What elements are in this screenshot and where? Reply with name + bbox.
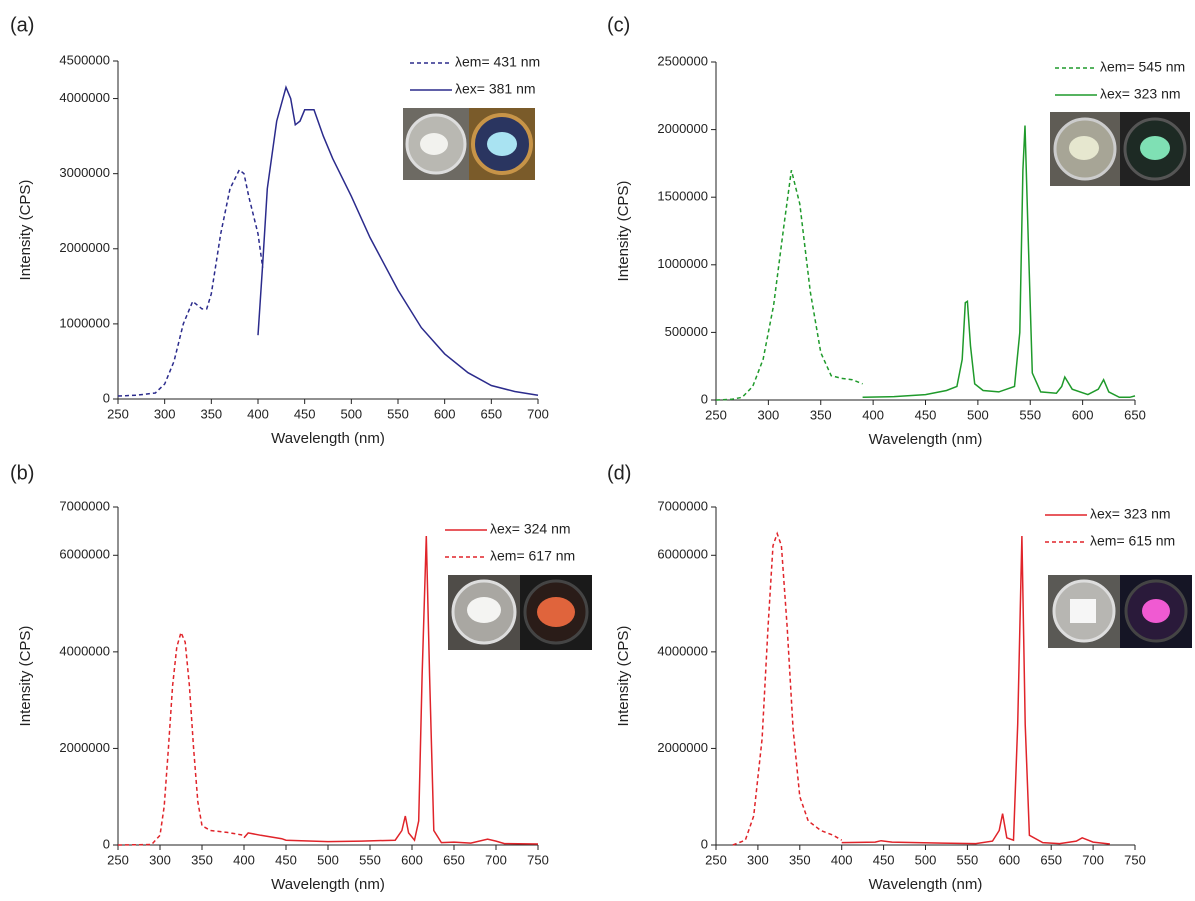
x-axis-title: Wavelength (nm) (271, 430, 385, 447)
panel-label: (b) (10, 462, 34, 484)
y-tick-label: 2000000 (59, 740, 110, 755)
series-line (715, 170, 863, 401)
x-tick-label: 700 (527, 406, 549, 421)
x-tick-label: 500 (967, 407, 989, 422)
panel-label: (a) (10, 14, 34, 36)
series-line (841, 535, 1110, 845)
panel-label: (d) (607, 462, 631, 484)
y-tick-label: 1000000 (657, 256, 708, 271)
x-tick-label: 300 (149, 852, 171, 867)
series-line (862, 125, 1136, 399)
y-tick-label: 7000000 (59, 498, 110, 513)
x-tick-label: 650 (443, 852, 465, 867)
x-tick-label: 250 (705, 407, 727, 422)
y-tick-label: 4000000 (657, 643, 708, 658)
x-tick-label: 600 (401, 852, 423, 867)
y-tick-label: 2000000 (59, 240, 110, 255)
x-tick-label: 500 (340, 406, 362, 421)
x-tick-label: 400 (831, 852, 853, 867)
x-tick-label: 650 (480, 406, 502, 421)
x-tick-label: 700 (1082, 852, 1104, 867)
y-tick-label: 4000000 (59, 643, 110, 658)
y-tick-label: 2500000 (657, 53, 708, 68)
legend-label: λem= 545 nm (1100, 59, 1185, 75)
x-tick-label: 550 (1019, 407, 1041, 422)
x-axis-title: Wavelength (nm) (271, 876, 385, 893)
legend-label: λex= 323 nm (1090, 506, 1171, 522)
x-tick-label: 650 (1040, 852, 1062, 867)
x-tick-label: 450 (873, 852, 895, 867)
x-tick-label: 300 (154, 406, 176, 421)
x-tick-label: 600 (434, 406, 456, 421)
x-tick-label: 750 (1124, 852, 1146, 867)
y-tick-label: 4500000 (59, 52, 110, 67)
x-tick-label: 350 (200, 406, 222, 421)
legend-label: λem= 615 nm (1090, 533, 1175, 549)
y-tick-label: 4000000 (59, 90, 110, 105)
y-axis-title: Intensity (CPS) (17, 626, 34, 727)
y-tick-label: 1000000 (59, 315, 110, 330)
series-line (257, 84, 539, 396)
x-tick-label: 450 (275, 852, 297, 867)
y-tick-label: 0 (103, 836, 110, 851)
x-tick-label: 600 (1072, 407, 1094, 422)
y-tick-label: 2000000 (657, 121, 708, 136)
series-line (117, 168, 264, 397)
photo-inset (403, 108, 535, 180)
x-tick-label: 250 (705, 852, 727, 867)
x-tick-label: 750 (527, 852, 549, 867)
y-axis-title: Intensity (CPS) (615, 626, 632, 727)
photo-inset (448, 575, 592, 650)
x-tick-label: 250 (107, 406, 129, 421)
legend-label: λex= 324 nm (490, 521, 571, 537)
x-tick-label: 450 (915, 407, 937, 422)
x-tick-label: 550 (359, 852, 381, 867)
series-line (243, 535, 539, 845)
panel-label: (c) (607, 14, 630, 36)
x-tick-label: 350 (789, 852, 811, 867)
legend-label: λem= 617 nm (490, 548, 575, 564)
x-axis-title: Wavelength (nm) (869, 876, 983, 893)
y-tick-label: 6000000 (657, 547, 708, 562)
x-tick-label: 700 (485, 852, 507, 867)
x-axis-title: Wavelength (nm) (869, 431, 983, 448)
x-tick-label: 250 (107, 852, 129, 867)
x-tick-label: 400 (862, 407, 884, 422)
y-axis-title: Intensity (CPS) (615, 181, 632, 282)
x-tick-label: 500 (317, 852, 339, 867)
series-line (732, 531, 843, 846)
y-tick-label: 1500000 (657, 189, 708, 204)
legend-label: λex= 381 nm (455, 81, 536, 97)
x-tick-label: 650 (1124, 407, 1146, 422)
legend-label: λem= 431 nm (455, 54, 540, 70)
photo-inset (1050, 112, 1190, 186)
y-tick-label: 0 (701, 391, 708, 406)
x-tick-label: 300 (747, 852, 769, 867)
y-tick-label: 6000000 (59, 547, 110, 562)
x-tick-label: 300 (758, 407, 780, 422)
y-tick-label: 7000000 (657, 498, 708, 513)
x-tick-label: 450 (294, 406, 316, 421)
photo-inset (1048, 575, 1192, 648)
x-tick-label: 400 (247, 406, 269, 421)
x-tick-label: 550 (387, 406, 409, 421)
x-tick-label: 600 (998, 852, 1020, 867)
y-tick-label: 500000 (665, 324, 708, 339)
x-tick-label: 400 (233, 852, 255, 867)
y-tick-label: 0 (701, 836, 708, 851)
y-tick-label: 0 (103, 390, 110, 405)
x-tick-label: 350 (191, 852, 213, 867)
x-tick-label: 350 (810, 407, 832, 422)
legend-label: λex= 323 nm (1100, 86, 1181, 102)
x-tick-label: 550 (957, 852, 979, 867)
y-tick-label: 2000000 (657, 740, 708, 755)
y-tick-label: 3000000 (59, 165, 110, 180)
series-line (117, 630, 245, 846)
y-axis-title: Intensity (CPS) (17, 180, 34, 281)
x-tick-label: 500 (915, 852, 937, 867)
